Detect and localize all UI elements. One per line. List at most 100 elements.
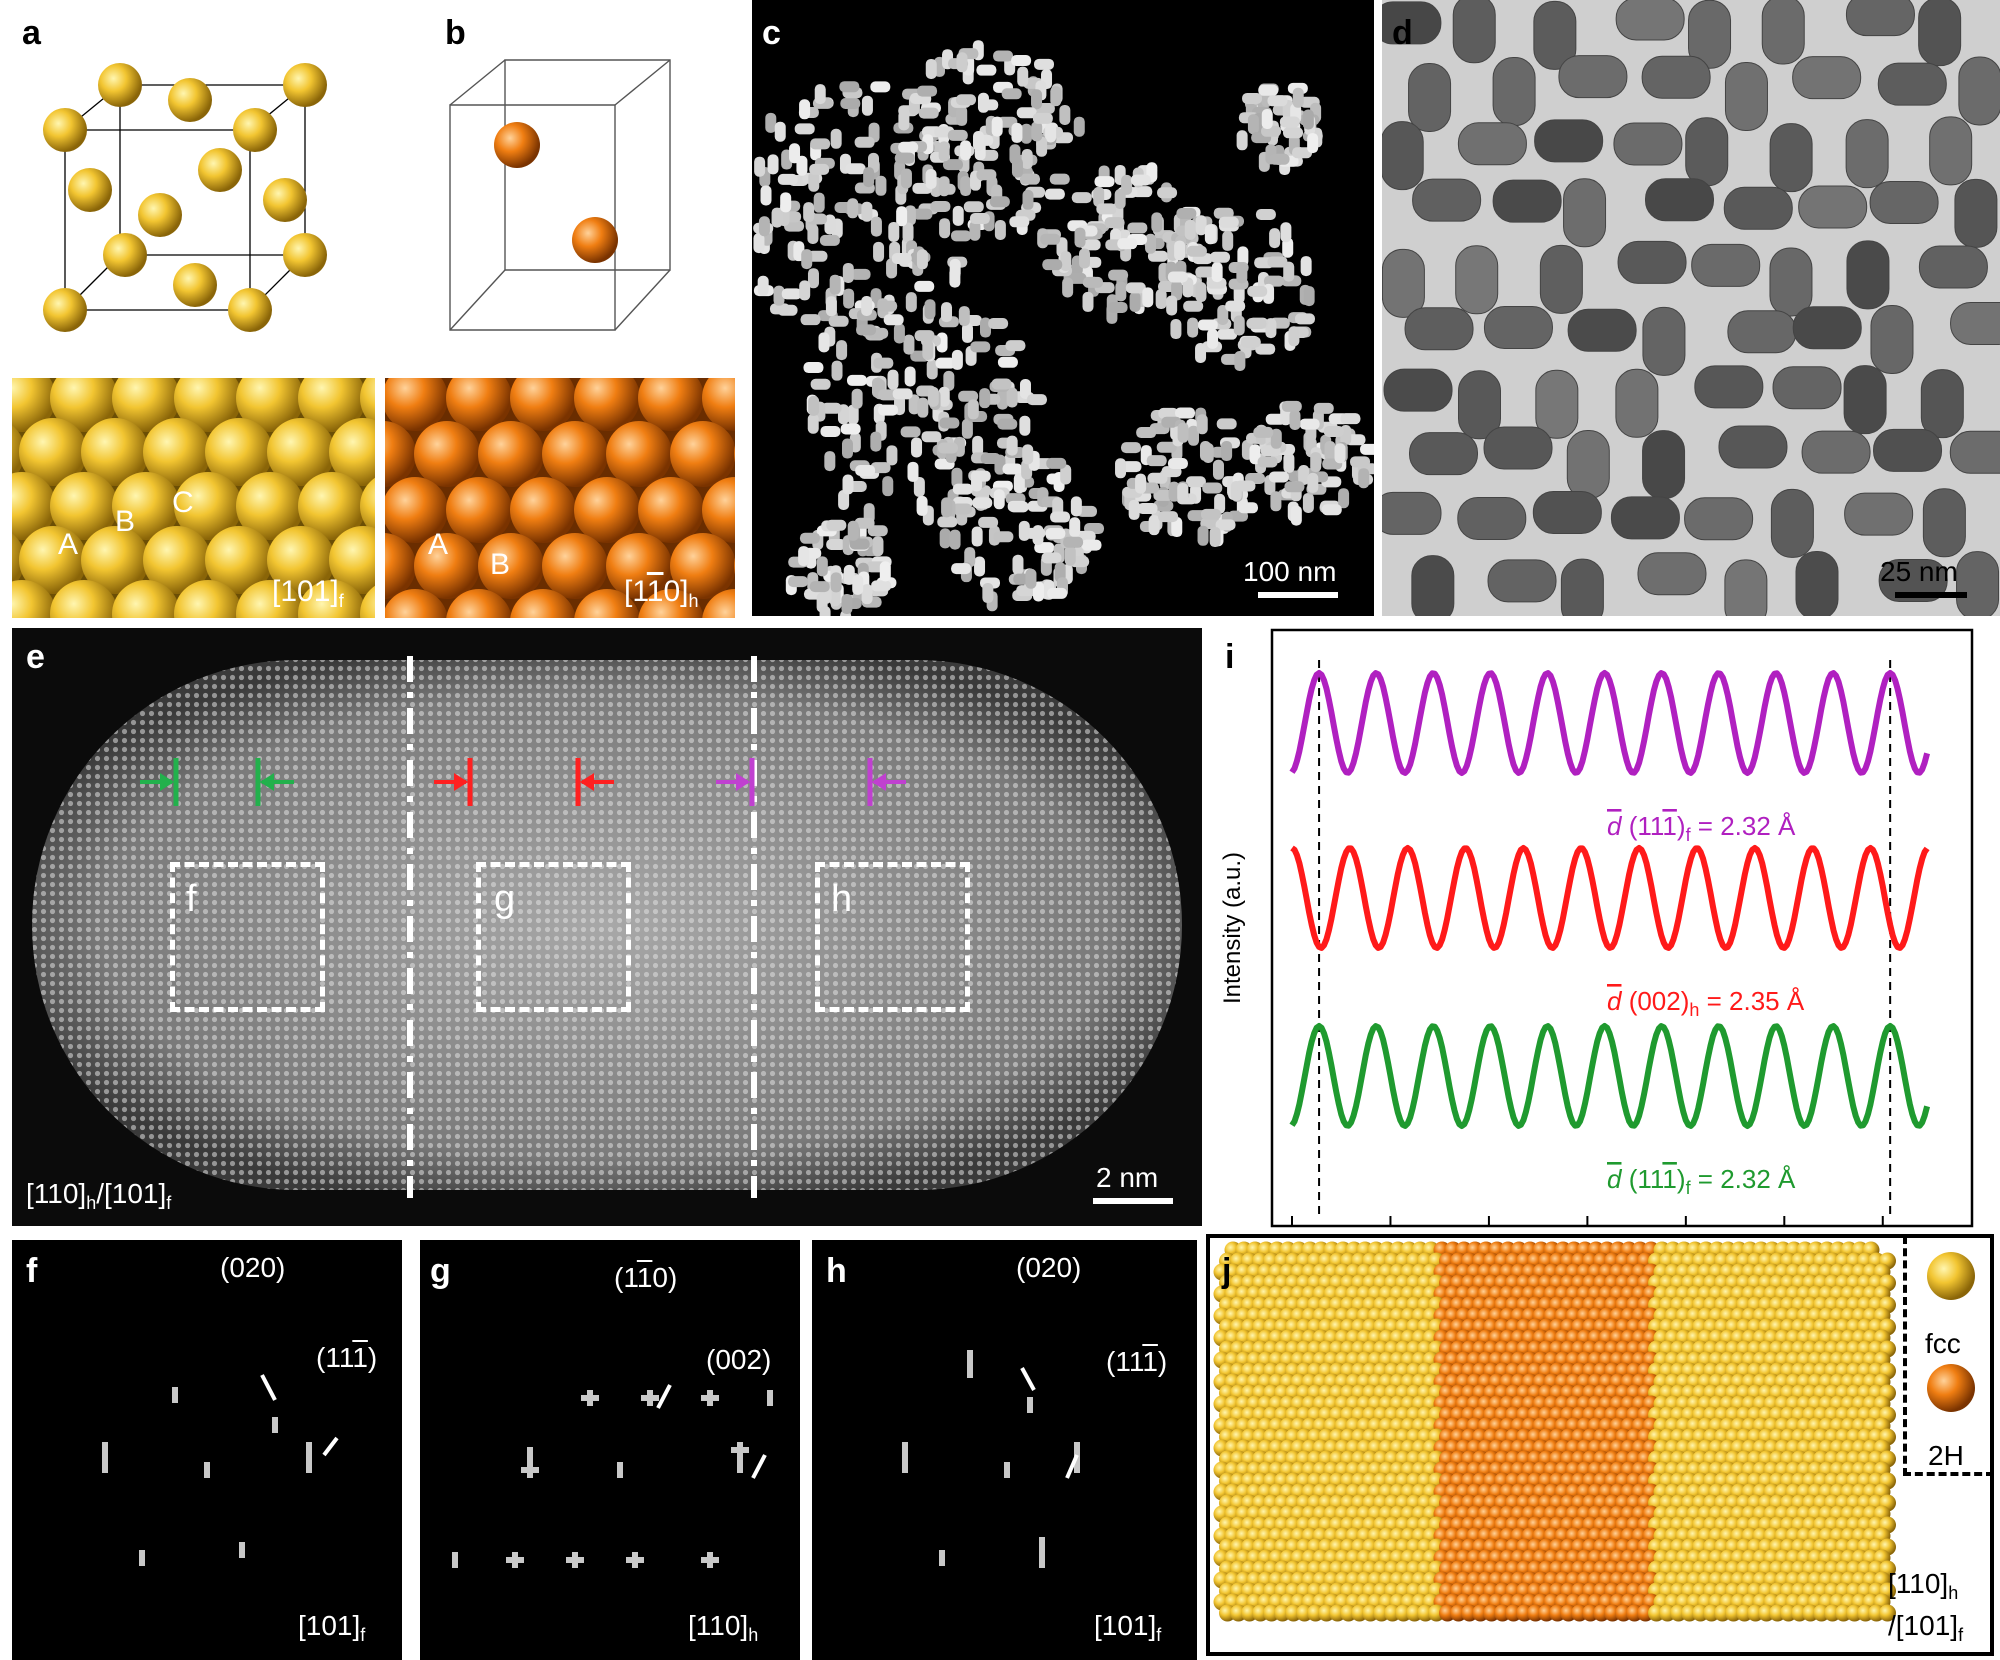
fft-g-spot-110: (110) xyxy=(614,1262,678,1293)
nanorod xyxy=(1307,472,1319,493)
nanorod xyxy=(1288,326,1300,347)
nanorod xyxy=(1637,552,1707,596)
nanorod xyxy=(1844,492,1914,536)
nanorod xyxy=(1724,559,1768,616)
nanorod xyxy=(819,234,840,246)
nanorod xyxy=(1615,368,1659,438)
nanorod xyxy=(960,140,972,161)
gold-sphere xyxy=(112,580,180,618)
nanorod xyxy=(1017,66,1029,87)
nanorod xyxy=(904,205,916,226)
nanorod xyxy=(1147,250,1168,262)
nanorod xyxy=(757,275,769,296)
nanorod xyxy=(1283,452,1295,473)
nanorod xyxy=(1610,496,1680,540)
nanorod xyxy=(1009,144,1021,165)
nanorod xyxy=(1167,271,1188,283)
nanorod xyxy=(937,516,958,528)
nanorod xyxy=(1050,86,1062,107)
nanorod xyxy=(997,389,1009,410)
nanorod xyxy=(1042,259,1063,271)
nanorod xyxy=(796,155,808,176)
nanorod xyxy=(1167,458,1188,470)
diffraction-spot xyxy=(452,1552,458,1568)
nanorod xyxy=(1135,473,1147,494)
nanorod xyxy=(1869,180,1939,224)
nanorod xyxy=(1197,319,1218,331)
nanorod xyxy=(1492,57,1536,127)
nanorod xyxy=(937,442,958,454)
nanorod xyxy=(924,299,936,320)
gold-sphere xyxy=(81,526,149,594)
nanorod xyxy=(841,594,853,615)
scale-label-e: 2 nm xyxy=(1096,1162,1159,1193)
nanorod xyxy=(908,394,920,415)
nanorod xyxy=(951,503,972,515)
nanorod xyxy=(1270,491,1282,512)
nanorod xyxy=(798,546,810,567)
legend-2h-label: 2H xyxy=(1928,1440,1964,1471)
nanorod xyxy=(1006,435,1018,456)
nanorod xyxy=(1533,0,1577,70)
nanorod xyxy=(801,249,813,270)
nanorod xyxy=(863,167,875,188)
nanorod xyxy=(918,107,939,119)
nanorod xyxy=(803,202,815,223)
gold-sphere xyxy=(143,418,211,486)
panel-label-f: f xyxy=(26,1252,38,1290)
nanorod xyxy=(939,417,960,429)
nanorod xyxy=(1128,499,1140,520)
nanorod xyxy=(1104,217,1125,229)
nanorod xyxy=(847,520,859,541)
nanorod xyxy=(1033,58,1054,70)
nanorod xyxy=(1798,185,1868,229)
nanorod xyxy=(1081,539,1102,551)
nanorod xyxy=(861,95,873,116)
nanorod xyxy=(1006,387,1018,408)
hcp-zone-axis: [110]h xyxy=(624,575,699,611)
nanorod xyxy=(799,280,811,301)
diffraction-spot xyxy=(239,1542,245,1558)
orange-sphere xyxy=(702,589,735,618)
diffraction-spot xyxy=(1074,1442,1080,1458)
nanorod xyxy=(1002,463,1023,475)
nanorod xyxy=(970,341,991,353)
nanorod xyxy=(1214,493,1226,514)
gold-sphere xyxy=(112,472,180,540)
nanorod xyxy=(1268,471,1289,483)
nanorod xyxy=(972,435,984,456)
gold-sphere xyxy=(267,418,335,486)
nanorod xyxy=(1045,122,1057,143)
nanorod xyxy=(1146,455,1167,467)
nanorod xyxy=(803,362,824,374)
nanorod xyxy=(971,471,983,492)
nanorod xyxy=(1021,149,1033,170)
nanorod xyxy=(1166,295,1178,316)
nanorod xyxy=(967,399,979,420)
nanorod xyxy=(1246,318,1267,330)
orange-sphere xyxy=(638,589,704,618)
nanorod xyxy=(1535,369,1579,439)
nanorod xyxy=(1071,192,1092,204)
nanorod xyxy=(826,519,847,531)
nanorod xyxy=(1202,443,1214,464)
nanorod xyxy=(774,121,786,142)
nanorod xyxy=(1294,313,1315,325)
nanorod xyxy=(1130,174,1151,186)
nanorod xyxy=(972,497,993,509)
nanorod xyxy=(1117,238,1138,250)
diffraction-spot xyxy=(572,1552,578,1568)
nanorod xyxy=(960,176,972,197)
nanorod xyxy=(1204,224,1216,245)
nanorod xyxy=(1145,233,1157,254)
gold-sphere xyxy=(12,580,56,618)
nanorod xyxy=(1845,0,1915,37)
nanorod xyxy=(1920,369,1964,439)
nanorod xyxy=(1151,212,1163,233)
spot-indicator xyxy=(656,1384,672,1409)
gold-sphere xyxy=(360,378,375,427)
spot-indicator xyxy=(1020,1367,1036,1391)
nanorod xyxy=(1918,245,1988,289)
nanorod xyxy=(1022,189,1034,210)
nanorod xyxy=(1292,87,1304,108)
